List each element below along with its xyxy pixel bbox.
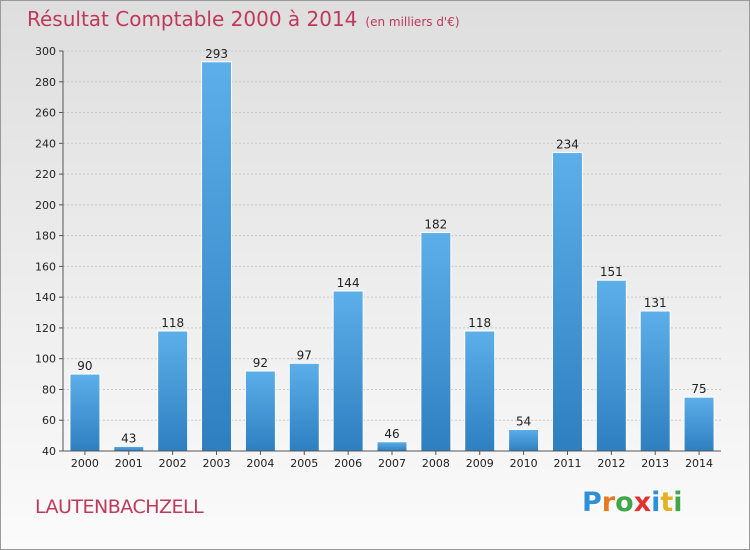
value-label-2014: 75 [691,382,706,396]
y-tick-label: 280 [35,76,56,89]
bar-2014 [683,396,715,452]
x-tick-label-2006: 2006 [334,457,362,470]
bar-2009 [464,330,496,452]
x-tick-label-2004: 2004 [246,457,274,470]
bar-2001 [113,445,145,452]
y-tick-label: 240 [35,137,56,150]
value-label-2009: 118 [468,316,491,330]
value-label-2013: 131 [644,296,667,310]
x-tick-label-2013: 2013 [641,457,669,470]
location-name: LAUTENBACHZELL [35,496,204,518]
x-tick-label-2008: 2008 [422,457,450,470]
x-tick-label-2000: 2000 [71,457,99,470]
bar-2012 [595,279,627,452]
value-label-2011: 234 [556,138,579,152]
y-tick-label: 160 [35,260,56,273]
x-tick-label-2007: 2007 [378,457,406,470]
y-tick-label: 220 [35,168,56,181]
value-label-2002: 118 [161,316,184,330]
value-label-2003: 293 [205,47,228,61]
x-tick-label-2005: 2005 [290,457,318,470]
bar-2003 [201,61,233,452]
y-tick-label: 60 [42,414,56,427]
logo-letter: i [651,487,661,518]
value-label-2008: 182 [424,218,447,232]
y-tick-label: 80 [42,383,56,396]
value-label-2006: 144 [337,276,360,290]
bar-2002 [157,330,189,452]
bar-2010 [508,428,540,452]
chart-title: Résultat Comptable 2000 à 2014 (en millie… [27,7,460,31]
x-tick-label-2003: 2003 [203,457,231,470]
bar-2004 [244,370,276,452]
y-tick-label: 100 [35,353,56,366]
y-tick-label: 300 [35,45,56,58]
logo-letter: o [615,487,634,518]
logo-letter: x [633,487,652,518]
y-tick-label: 40 [42,445,56,458]
y-tick-label: 140 [35,291,56,304]
value-label-2012: 151 [600,265,623,279]
value-label-2004: 92 [253,356,268,370]
bar-2006 [332,290,364,452]
x-tick-label-2011: 2011 [553,457,581,470]
bar-2007 [376,441,408,452]
value-label-2005: 97 [297,348,312,362]
x-tick-label-2010: 2010 [510,457,538,470]
y-tick-label: 260 [35,107,56,120]
value-label-2001: 43 [121,431,136,445]
y-tick-label: 200 [35,199,56,212]
x-tick-label-2014: 2014 [685,457,713,470]
x-axis: 2000 2001 2002 2003 2004 2005 2006 2007 2008 2009… [63,450,721,470]
x-tick-label-2009: 2009 [466,457,494,470]
bar-2000 [69,373,101,452]
logo-letter: P [582,487,602,518]
bar-2005 [288,362,320,452]
x-tick-label-2001: 2001 [115,457,143,470]
value-label-2000: 90 [77,359,92,373]
bars: 90 43 118 293 92 97 144 46 182 118 54 234 151 131 75 [69,47,715,452]
chart-subtitle: (en milliers d'€) [365,15,460,29]
logo-letter: t [660,487,674,518]
proxiti-logo: Proxiti [582,487,683,518]
bar-2013 [639,310,671,452]
x-tick-label-2012: 2012 [597,457,625,470]
bar-2008 [420,232,452,452]
value-label-2010: 54 [516,414,531,428]
y-tick-label: 120 [35,322,56,335]
y-axis: 40 60 80 100 120 140 160 180 200 220 240 260 280 300 [35,45,64,458]
chart-title-text: Résultat Comptable 2000 à 2014 [27,7,358,31]
y-tick-label: 180 [35,230,56,243]
value-label-2007: 46 [384,427,399,441]
logo-letter: i [673,487,683,518]
logo-letter: r [601,487,616,518]
x-tick-label-2002: 2002 [159,457,187,470]
bar-2011 [551,152,583,452]
